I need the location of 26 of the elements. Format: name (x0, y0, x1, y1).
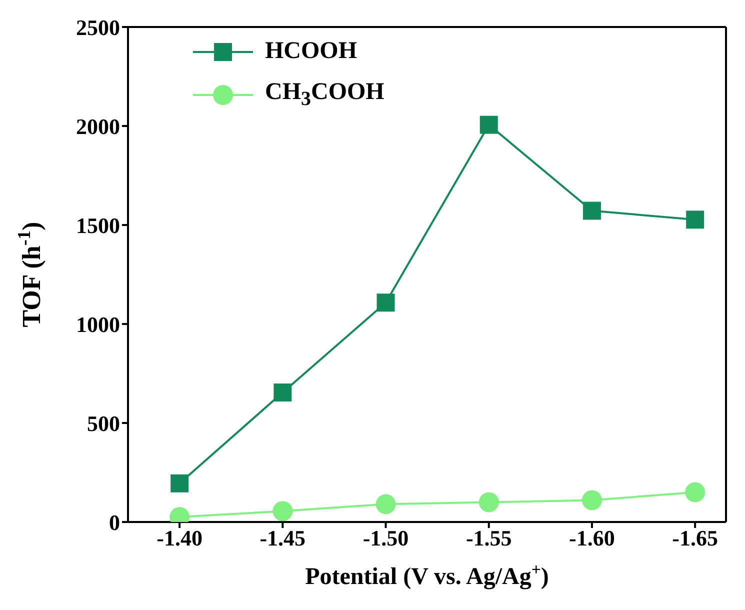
x-tick-label: -1.60 (569, 526, 615, 551)
point (686, 210, 704, 229)
y-tick-label: 2500 (76, 14, 120, 40)
legend-label: HCOOH (265, 38, 358, 65)
point (582, 490, 602, 510)
x-axis-title: Potential (V vs. Ag/Ag$^{+}$) (305, 560, 549, 590)
legend-label: CH$_{3}$COOH (265, 79, 384, 111)
y-tick-label: 2000 (76, 114, 120, 139)
y-tick-label: 0 (109, 510, 120, 535)
point (480, 116, 498, 134)
y-tick-label: 1500 (76, 212, 120, 238)
x-tick-label: -1.45 (260, 526, 306, 551)
point (685, 482, 706, 502)
point (478, 492, 499, 512)
y-tick-label: 500 (87, 410, 120, 436)
x-tick-label: -1.65 (672, 526, 718, 551)
point (376, 494, 396, 514)
x-tick-label: -1.50 (362, 526, 409, 551)
x-tick-label: -1.40 (156, 526, 202, 551)
point (272, 501, 293, 522)
point (582, 202, 601, 220)
x-tick-label: -1.55 (466, 526, 512, 551)
point (376, 294, 395, 312)
point (170, 474, 189, 492)
point (274, 384, 292, 402)
y-tick-label: 1000 (76, 312, 120, 337)
